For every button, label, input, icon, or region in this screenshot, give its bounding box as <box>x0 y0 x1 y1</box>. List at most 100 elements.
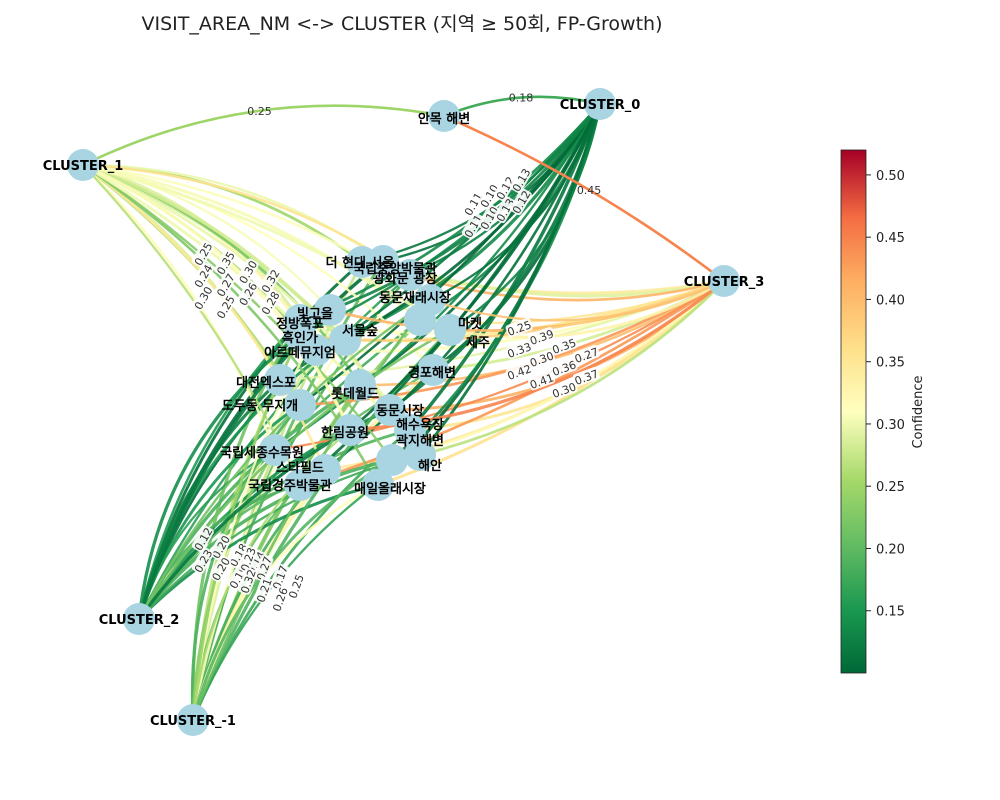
edge-label-bg <box>550 379 578 400</box>
cluster-node-label: CLUSTER_2 <box>99 613 180 628</box>
edge-label-bg <box>269 585 290 613</box>
edge-label-bg <box>236 280 259 308</box>
area-node <box>344 369 376 401</box>
edge-label-bg <box>191 547 214 575</box>
colorbar-tick-label: 0.15 <box>876 605 905 620</box>
edge-a20-c1 <box>82 163 331 311</box>
area-node <box>394 259 426 291</box>
area-node <box>394 414 426 446</box>
edge-label-bg <box>253 554 274 582</box>
edge-label: 0.25 <box>247 105 272 118</box>
edge-label-bg <box>493 196 516 224</box>
edge-label-bg <box>191 525 214 553</box>
edge-label-bg <box>572 366 600 387</box>
edge-label-bg <box>191 262 214 290</box>
edge-label: 0.45 <box>577 184 602 197</box>
edge-label-bg <box>509 188 532 216</box>
cluster-node <box>67 149 99 181</box>
edge-label-bg <box>493 174 516 202</box>
colorbar-ticks: 0.15 0.20 0.25 0.30 0.35 0.40 0.45 0.50 <box>866 169 905 620</box>
edge-a14-c1 <box>82 164 277 451</box>
edge-a23-c0 <box>349 103 602 432</box>
edge-label-bg <box>477 204 500 232</box>
edge-a19-c3 <box>449 279 725 339</box>
edge-label-bg <box>227 541 250 569</box>
edge-a19-c0 <box>449 103 602 332</box>
area-node-label: 도두동 무지개 <box>222 399 298 414</box>
edge-label-bg <box>209 533 232 561</box>
cluster-node-label: CLUSTER_-1 <box>150 714 236 729</box>
edge-a23-c2 <box>137 428 351 620</box>
edge-label-bg <box>509 166 532 194</box>
area-node-label: 제주 <box>466 336 490 351</box>
edge-label-bg <box>527 370 556 391</box>
edge-label-bg <box>214 249 237 277</box>
area-node-label: 매일올래시장 <box>354 481 426 497</box>
area-node-label: 더 현대 서울 <box>326 255 395 271</box>
area-node <box>417 354 449 386</box>
edge-label-bg <box>461 190 484 218</box>
edge-label-bg <box>285 572 306 600</box>
cluster-node <box>177 704 209 736</box>
colorbar-tick-label: 0.20 <box>876 542 905 557</box>
area-node <box>264 364 296 396</box>
area-node-label: 흑인가 <box>282 330 318 346</box>
edge-label-bg <box>461 212 484 240</box>
area-node <box>284 319 316 351</box>
area-node <box>309 454 341 486</box>
node-labels-layer: CLUSTER_0 CLUSTER_1 CLUSTER_2 CLUSTER_3 CLUS… <box>43 98 765 729</box>
area-node-label: 동문시장 <box>376 403 424 419</box>
area-node-label: 아르떼뮤지엄 <box>264 345 336 361</box>
area-node <box>434 314 466 346</box>
area-node <box>284 469 316 501</box>
edge-label-bg <box>209 555 232 583</box>
edge-a18-c2 <box>137 458 393 621</box>
area-node <box>362 469 394 501</box>
area-node-label: 대전엑스포 <box>236 375 296 391</box>
edge-label: 0.25 <box>286 573 307 600</box>
edge-a22-c0 <box>418 103 602 456</box>
area-node-label: 국립중앙박물관 <box>353 261 437 277</box>
edge-label-bg <box>191 240 214 268</box>
area-node-label: 곽지해변 <box>396 433 444 449</box>
area-node <box>376 444 408 476</box>
colorbar-tick-label: 0.35 <box>876 356 905 371</box>
edge-a21-c0 <box>299 103 601 337</box>
area-node <box>329 324 361 356</box>
area-node <box>404 439 436 471</box>
edge-label-bg <box>191 284 214 312</box>
colorbar-tick-label: 0.40 <box>876 293 905 308</box>
area-node-label: 빛고을 <box>297 306 333 322</box>
colorbar-label: Confidence <box>911 375 926 448</box>
edge-label-bg <box>527 326 556 347</box>
edge-a16-c3 <box>299 279 725 487</box>
area-node-label: 광화문 광장 <box>373 271 437 287</box>
edge-a24-c3 <box>429 279 725 322</box>
nodes-layer <box>67 88 740 736</box>
edge-label-bg <box>527 348 556 369</box>
colorbar-tick-label: 0.50 <box>876 169 905 184</box>
area-node-label: 롯데월드 <box>331 386 379 402</box>
edge-label-bg <box>214 293 237 321</box>
area-node <box>414 284 446 316</box>
edge-label-bg <box>259 267 282 295</box>
edge-label-bg <box>237 545 258 573</box>
area-node <box>284 389 316 421</box>
edge-a0-c1 <box>82 104 445 167</box>
area-node-label: 안목 해변 <box>418 111 470 127</box>
edge-label-bg <box>505 317 533 338</box>
edge-a0-c0 <box>443 95 601 118</box>
colorbar-tick-label: 0.30 <box>876 418 905 433</box>
area-node <box>374 394 406 426</box>
colorbar-tick-label: 0.25 <box>876 480 905 495</box>
area-node-label: 서울숲 <box>342 323 378 339</box>
edge-label-bg <box>253 576 274 604</box>
area-node <box>367 245 399 277</box>
area-node-label: 해안 <box>418 458 442 474</box>
edge-label: 0.18 <box>509 92 534 105</box>
area-node-label: 동문재래시장 <box>379 290 451 306</box>
colorbar-tick-label: 0.45 <box>876 231 905 246</box>
edge-label-bg <box>237 567 258 595</box>
edge-label-bg <box>550 335 578 356</box>
